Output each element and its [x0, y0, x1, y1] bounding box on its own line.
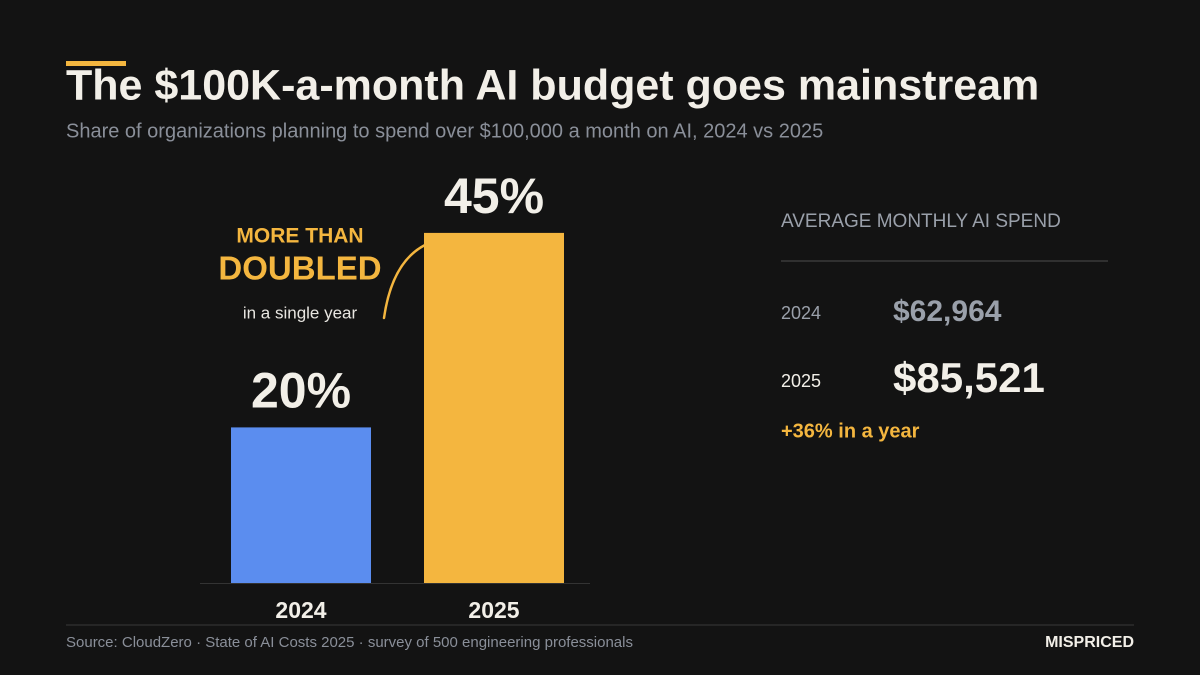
value-label: 45% [444, 168, 544, 224]
panel-year: 2024 [781, 303, 821, 323]
bar [424, 232, 564, 583]
annotation-line2: DOUBLED [218, 250, 381, 287]
annotation-arrow [382, 243, 427, 320]
source: Source: CloudZero · State of AI Costs 20… [66, 634, 633, 651]
panel-value: $85,521 [893, 354, 1045, 401]
panel-value: $62,964 [893, 295, 1002, 328]
category-label: 2025 [468, 597, 519, 623]
category-label: 2024 [275, 597, 326, 623]
panel-change: +36% in a year [781, 420, 920, 442]
value-label: 20% [251, 363, 351, 419]
subtitle: Share of organizations planning to spend… [66, 120, 823, 142]
title-accent [66, 61, 126, 66]
panel-heading: AVERAGE MONTHLY AI SPEND [781, 211, 1061, 232]
bar [231, 427, 371, 583]
annotation-line1: MORE THAN [236, 225, 363, 248]
title: The $100K-a-month AI budget goes mainstr… [66, 61, 1039, 109]
panel-year: 2025 [781, 371, 821, 391]
brand: MISPRICED [1045, 634, 1134, 651]
annotation-line3: in a single year [243, 303, 358, 322]
